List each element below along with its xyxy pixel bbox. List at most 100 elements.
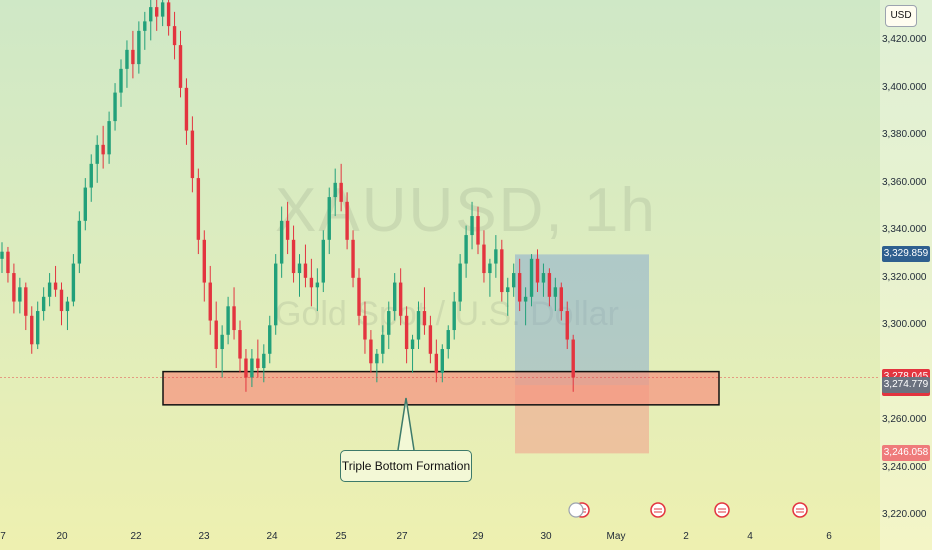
candle-body	[297, 263, 302, 274]
candle-body	[381, 334, 385, 354]
event-icon	[714, 502, 730, 518]
y-tick-label: 3,360.000	[882, 176, 927, 188]
candle-body	[24, 287, 28, 316]
candle-body	[410, 339, 415, 350]
candle-body	[6, 251, 10, 274]
candle-body	[220, 334, 224, 350]
candle-body	[452, 301, 456, 331]
currency-button[interactable]: USD	[885, 5, 917, 27]
candle-body	[398, 282, 403, 316]
candle-body	[125, 49, 129, 69]
candle-body	[47, 282, 52, 297]
candle-body	[535, 258, 540, 283]
candle-body	[571, 339, 575, 378]
candle-body	[285, 220, 290, 240]
candle-body	[160, 2, 165, 17]
candle-body	[256, 358, 260, 369]
callout-pointer	[397, 397, 415, 451]
candle-body	[137, 30, 141, 65]
y-tick-label: 3,260.000	[882, 414, 927, 426]
price-tag: 3,274.779	[882, 377, 930, 394]
target-zone	[515, 254, 649, 386]
candle-body	[208, 282, 212, 321]
candle-body	[428, 325, 433, 354]
candle-body	[434, 353, 439, 373]
candle-body	[416, 311, 421, 340]
candle-body	[565, 311, 569, 340]
candle-body	[488, 263, 492, 274]
candle-body	[446, 330, 450, 350]
candle-body	[541, 273, 546, 283]
candle-body	[83, 187, 87, 221]
candle-body	[131, 49, 135, 65]
candle-body	[149, 7, 153, 22]
candle-body	[559, 287, 563, 312]
candle-body	[363, 315, 367, 340]
event-icon	[792, 502, 808, 518]
x-tick-label: 6	[826, 531, 832, 542]
candle-body	[214, 320, 218, 350]
watermark-symbol: XAUUSD, 1h	[275, 176, 657, 245]
candle-body	[303, 263, 308, 278]
price-tag: 3,246.058	[882, 445, 930, 462]
candle-body	[41, 296, 46, 312]
y-tick-label: 3,300.000	[882, 319, 927, 331]
candle-body	[143, 21, 147, 31]
candle-body	[393, 282, 397, 312]
y-tick-label: 3,420.000	[882, 34, 927, 46]
y-tick-label: 3,240.000	[882, 461, 927, 473]
x-tick-label: 22	[130, 531, 142, 542]
candle-body	[178, 45, 183, 88]
candle-body	[0, 251, 4, 259]
candle-body	[155, 7, 159, 17]
candle-body	[250, 358, 254, 378]
candle-body	[18, 287, 22, 302]
candle-body	[458, 263, 462, 302]
x-tick-label: 30	[540, 531, 552, 542]
candle-body	[369, 339, 373, 364]
candle-body	[440, 349, 444, 373]
candle-body	[512, 273, 516, 288]
x-tick-label: 7	[0, 531, 6, 542]
candle-body	[476, 216, 480, 245]
candle-body	[226, 306, 230, 335]
candle-body	[279, 220, 284, 264]
candle-body	[387, 311, 391, 335]
annotation-callout: Triple Bottom Formation	[340, 450, 472, 482]
candle-body	[339, 182, 343, 202]
candle-body	[309, 277, 314, 288]
candle-body	[357, 277, 361, 316]
candle-body	[36, 311, 40, 345]
candle-body	[101, 144, 105, 155]
event-icon	[568, 502, 584, 518]
x-tick-label: 23	[198, 531, 210, 542]
y-tick-label: 3,380.000	[882, 129, 927, 141]
candle-body	[291, 239, 296, 274]
x-tick-label: 29	[472, 531, 484, 542]
candle-body	[553, 287, 558, 297]
candle-body	[517, 273, 522, 302]
x-tick-label: 27	[396, 531, 408, 542]
candle-body	[351, 239, 355, 278]
x-tick-label: 25	[335, 531, 347, 542]
candle-body	[470, 216, 474, 236]
candle-body	[77, 220, 82, 264]
candle-body	[166, 2, 171, 27]
candle-body	[59, 289, 64, 312]
y-tick-label: 3,220.000	[882, 509, 927, 521]
candle-body	[113, 92, 117, 122]
candle-body	[12, 273, 16, 302]
candle-body	[262, 353, 266, 369]
candle-body	[244, 358, 248, 378]
price-tag: 3,329.859	[882, 246, 930, 263]
candle-body	[89, 163, 93, 188]
candle-body	[482, 244, 486, 274]
candle-body	[494, 249, 498, 264]
candle-body	[327, 197, 331, 240]
y-tick-label: 3,320.000	[882, 271, 927, 283]
candle-body	[119, 68, 123, 93]
y-tick-label: 3,400.000	[882, 81, 927, 93]
candle-body	[184, 87, 189, 131]
candle-body	[523, 296, 528, 302]
